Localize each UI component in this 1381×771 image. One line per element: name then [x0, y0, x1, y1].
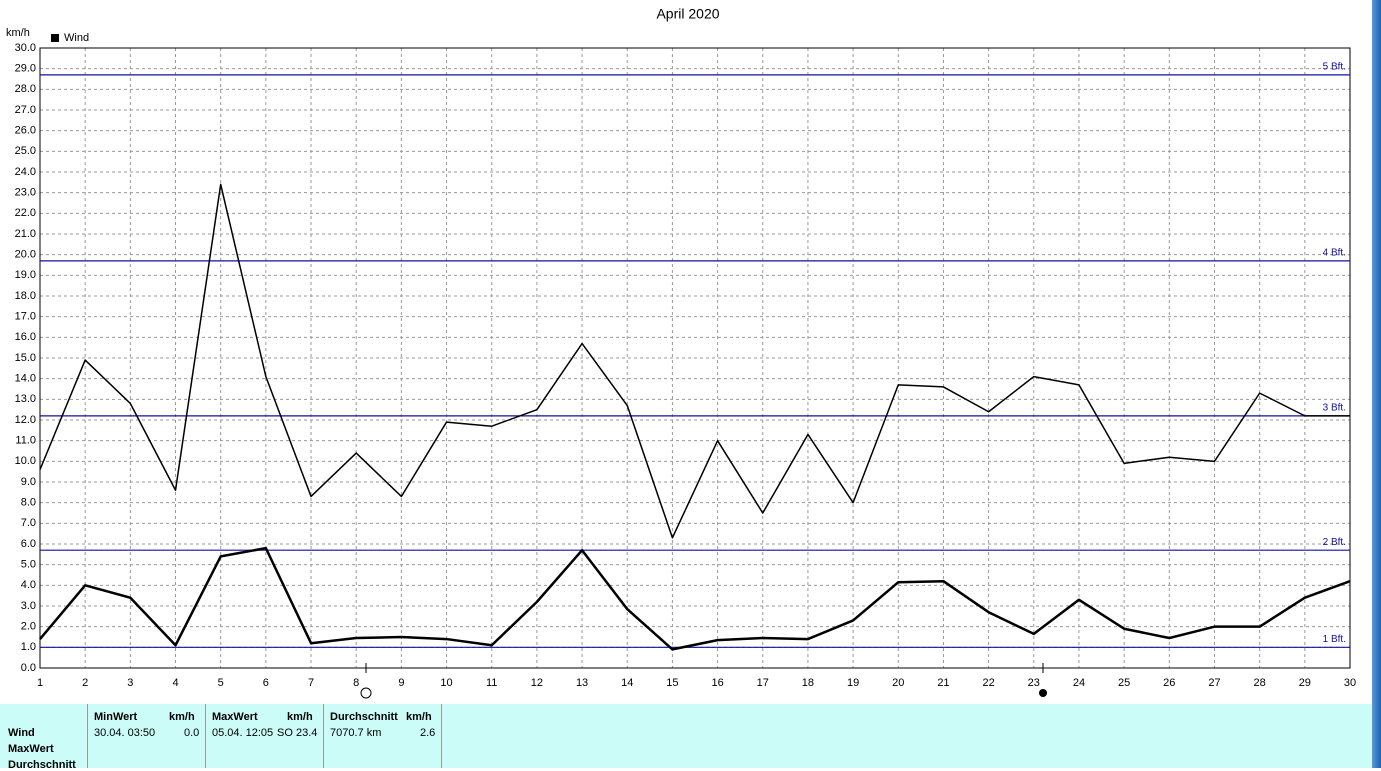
y-tick-label: 14.0	[15, 373, 36, 385]
reference-label: 3 Bft.	[1323, 403, 1346, 414]
x-tick-label: 11	[486, 677, 497, 689]
y-tick-label: 29.0	[15, 63, 36, 75]
separator	[323, 704, 324, 768]
y-tick-label: 23.0	[15, 187, 36, 199]
x-tick-label: 26	[1163, 677, 1175, 689]
separator	[87, 704, 88, 768]
col-unit: km/h	[287, 711, 313, 723]
max-value: 23.4	[296, 727, 318, 739]
y-tick-label: 26.0	[15, 125, 36, 137]
x-tick-label: 24	[1073, 677, 1085, 689]
x-tick-label: 17	[757, 677, 769, 689]
x-tick-label: 27	[1208, 677, 1220, 689]
x-tick-label: 3	[127, 677, 133, 689]
y-axis-label: km/h	[6, 27, 30, 39]
separator	[441, 704, 442, 768]
stats-panel: Wind MaxWert Durchschnitt MinWert km/h 3…	[0, 704, 1372, 771]
y-tick-label: 10.0	[15, 455, 36, 467]
x-tick-label: 21	[937, 677, 949, 689]
y-tick-label: 19.0	[15, 269, 36, 281]
y-tick-label: 12.0	[15, 414, 36, 426]
col-title: MinWert	[94, 711, 138, 723]
x-tick-label: 15	[666, 677, 678, 689]
x-tick-label: 7	[308, 677, 314, 689]
y-tick-label: 27.0	[15, 104, 36, 116]
legend-label: Wind	[64, 32, 89, 44]
window-edge	[1372, 0, 1381, 768]
x-tick-label: 23	[1028, 677, 1040, 689]
y-tick-label: 30.0	[15, 42, 36, 54]
max-dir: SO	[277, 727, 293, 739]
y-tick-label: 2.0	[21, 621, 36, 633]
reference-label: 5 Bft.	[1323, 62, 1346, 73]
col-title: Durchschnitt	[330, 711, 398, 723]
x-tick-label: 25	[1118, 677, 1130, 689]
x-tick-label: 18	[802, 677, 814, 689]
y-tick-label: 3.0	[21, 600, 36, 612]
row-label: Durchschnitt	[8, 759, 76, 771]
row-label: MaxWert	[8, 743, 54, 755]
y-tick-label: 9.0	[21, 476, 36, 488]
min-value: 0.0	[184, 727, 200, 739]
plot-frame	[39, 47, 1351, 669]
reference-label: 4 Bft.	[1323, 248, 1346, 259]
x-tick-label: 12	[531, 677, 543, 689]
x-tick-label: 6	[263, 677, 269, 689]
chart: April 2020 km/h Wind 0.0 1.0 2.0 3.0 4.0 5.0 6…	[6, 6, 1356, 699]
x-tick-label: 4	[172, 677, 178, 689]
x-tick-label: 9	[398, 677, 404, 689]
y-tick-label: 0.0	[21, 662, 36, 674]
y-tick-label: 24.0	[15, 166, 36, 178]
y-tick-label: 1.0	[21, 641, 36, 653]
chart-title: April 2020	[656, 6, 719, 22]
separator	[205, 704, 206, 768]
x-tick-label: 5	[218, 677, 224, 689]
legend-swatch	[51, 34, 59, 42]
y-tick-label: 13.0	[15, 393, 36, 405]
x-tick-label: 16	[711, 677, 723, 689]
reference-label: 1 Bft.	[1323, 634, 1346, 645]
max-date: 05.04. 12:05	[212, 727, 274, 739]
x-tick-label: 20	[892, 677, 904, 689]
col-unit: km/h	[406, 711, 432, 723]
x-tick-label: 30	[1344, 677, 1356, 689]
y-tick-label: 28.0	[15, 83, 36, 95]
x-tick-label: 19	[847, 677, 859, 689]
y-tick-label: 18.0	[15, 290, 36, 302]
x-tick-label: 2	[82, 677, 88, 689]
series-line	[39, 183, 1350, 539]
y-tick-label: 11.0	[15, 435, 36, 447]
avg-value: 2.6	[420, 727, 436, 739]
avg-distance: 7070.7 km	[330, 727, 382, 739]
x-tick-label: 8	[353, 677, 359, 689]
col-unit: km/h	[169, 711, 195, 723]
series-line	[39, 546, 1351, 651]
y-tick-label: 6.0	[21, 538, 36, 550]
x-tick-label: 10	[440, 677, 452, 689]
x-tick-label: 1	[37, 677, 43, 689]
full-moon	[360, 687, 372, 699]
x-tick-label: 14	[621, 677, 633, 689]
y-tick-label: 21.0	[15, 228, 36, 240]
x-tick-label: 22	[982, 677, 994, 689]
y-tick-label: 20.0	[15, 249, 36, 261]
y-tick-label: 25.0	[15, 145, 36, 157]
x-tick-label: 29	[1299, 677, 1311, 689]
y-tick-label: 7.0	[21, 517, 36, 529]
reference-label: 2 Bft.	[1323, 537, 1346, 548]
y-tick-label: 8.0	[21, 497, 36, 509]
y-tick-label: 22.0	[15, 207, 36, 219]
y-tick-label: 16.0	[15, 331, 36, 343]
min-date: 30.04. 03:50	[94, 727, 156, 739]
y-tick-label: 5.0	[21, 559, 36, 571]
y-tick-label: 15.0	[15, 352, 36, 364]
col-title: MaxWert	[212, 711, 258, 723]
row-label: Wind	[8, 727, 35, 739]
y-tick-label: 4.0	[21, 579, 36, 591]
x-tick-label: 28	[1254, 677, 1266, 689]
x-tick-label: 13	[576, 677, 588, 689]
new-moon	[1039, 689, 1047, 697]
y-tick-label: 17.0	[15, 311, 36, 323]
